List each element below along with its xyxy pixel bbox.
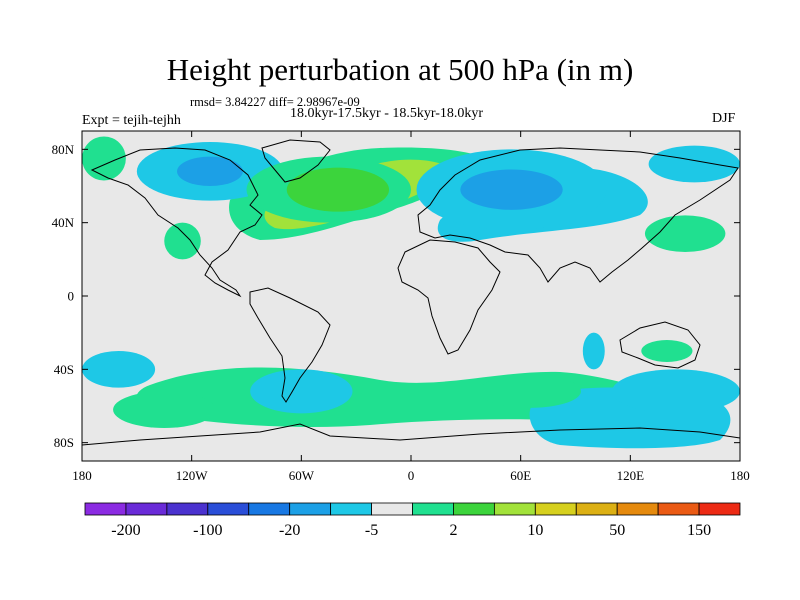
field-contour-12 (641, 340, 693, 362)
field-contour-16 (82, 351, 156, 388)
colorbar-swatch-3 (207, 502, 250, 516)
lon-tick-label-4: 60E (510, 468, 531, 483)
axis-ticks: 180 120W 60W 0 60E 120E 180 80N 40N 0 40S 80S (52, 131, 750, 483)
coastline-antarctica (82, 423, 740, 446)
lon-tick-label-1: 120W (176, 468, 209, 483)
lat-tick-label-3: 40S (54, 362, 74, 377)
coastline-australia (619, 321, 701, 369)
colorbar-label-5: 10 (527, 522, 543, 539)
colorbar-swatch-4 (248, 502, 291, 516)
field-contour-4 (648, 145, 740, 183)
field-contour-13 (612, 369, 740, 414)
colorbar-label-0: -200 (111, 522, 140, 539)
colorbar-swatch-10 (493, 502, 536, 516)
map-title: Height perturbation at 500 hPa (in m) (166, 52, 634, 87)
colorbar-label-7: 150 (687, 522, 711, 539)
lon-tick-label-3: 0 (408, 468, 415, 483)
colorbar-swatch-6 (330, 502, 372, 516)
colorbar-label-4: 2 (449, 522, 457, 539)
colorbar-swatch-7 (371, 502, 413, 516)
field-contour-11 (478, 374, 581, 408)
lat-tick-label-4: 80S (54, 435, 74, 450)
experiment-label: Expt = tejih-tejhh (82, 113, 181, 128)
lat-tick-label-0: 80N (52, 142, 75, 157)
field-contour-14 (250, 369, 353, 414)
coastline-eurasia (417, 147, 739, 283)
field-contour-1 (177, 156, 243, 186)
coastline-south-america (249, 287, 331, 403)
field-contour-6 (286, 167, 390, 212)
period-label: 18.0kyr-17.5kyr - 18.5kyr-18.0kyr (290, 106, 484, 121)
colorbar-swatch-8 (412, 502, 454, 516)
colorbar-swatch-14 (657, 502, 700, 516)
coastlines (82, 139, 740, 446)
colorbar-swatch-5 (289, 502, 332, 516)
colorbar-swatch-13 (616, 502, 659, 516)
colorbar-swatch-9 (453, 502, 495, 516)
field-layer (82, 136, 740, 449)
lat-tick-label-2: 0 (68, 289, 75, 304)
field-contour-9 (164, 222, 201, 260)
lon-tick-label-0: 180 (72, 468, 92, 483)
lat-tick-label-1: 40N (52, 215, 75, 230)
colorbar-swatch-2 (166, 502, 209, 516)
colorbar-label-2: -20 (279, 522, 300, 539)
season-label: DJF (712, 111, 736, 126)
lon-tick-label-6: 180 (730, 468, 750, 483)
colorbar-swatch-0 (84, 502, 127, 516)
lon-tick-label-5: 120E (617, 468, 645, 483)
colorbar: -200 -100 -20 -5 2 10 50 150 (84, 502, 741, 539)
field-contour-8 (644, 215, 726, 253)
field-contour-15 (582, 332, 605, 370)
coastline-north-america (90, 147, 263, 298)
colorbar-label-3: -5 (365, 522, 378, 539)
coastline-africa (397, 239, 501, 355)
field-contour-3 (460, 169, 563, 210)
colorbar-label-6: 50 (609, 522, 625, 539)
colorbar-swatch-1 (125, 502, 168, 516)
colorbar-swatch-11 (534, 502, 577, 516)
colorbar-label-1: -100 (193, 522, 222, 539)
statistics-label: rmsd= 3.84227 diff= 2.98967e-09 (190, 95, 360, 109)
field-contour-10 (113, 391, 216, 428)
colorbar-swatch-12 (575, 502, 618, 516)
coastline-greenland (261, 139, 331, 183)
colorbar-swatch-15 (698, 502, 741, 516)
lon-tick-label-2: 60W (289, 468, 315, 483)
